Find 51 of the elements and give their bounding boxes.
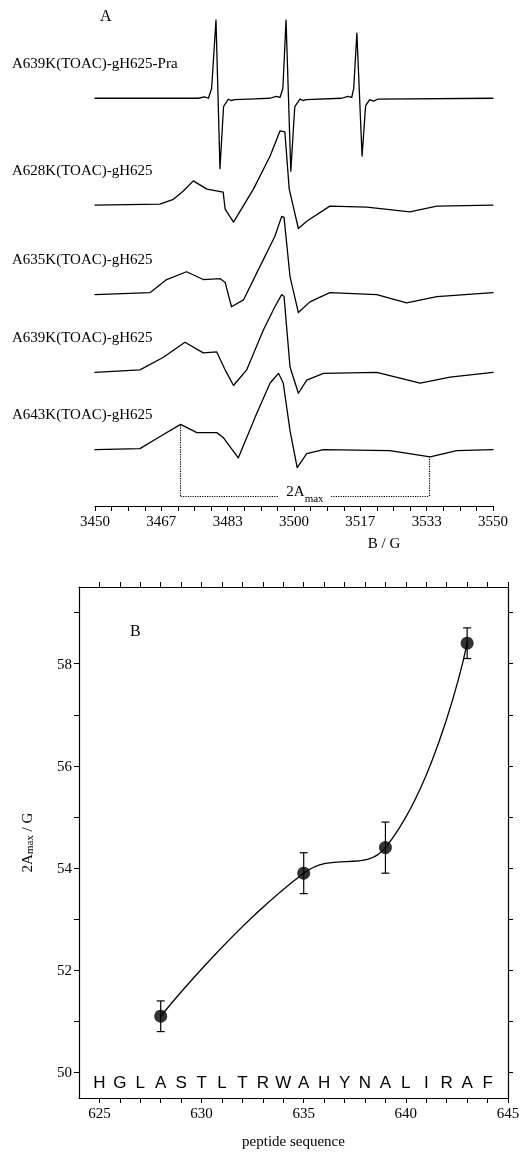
y-tick-label: 56 (57, 757, 73, 774)
y-tick-label: 52 (57, 962, 72, 979)
chart-title: A (100, 6, 112, 24)
annotation: A (155, 1073, 168, 1092)
point (378, 841, 392, 855)
x-tick-label: 3550 (478, 512, 508, 529)
y-tick-label: 54 (57, 860, 73, 877)
x-tick-label: 645 (496, 1104, 520, 1121)
annotation: Y (338, 1073, 351, 1092)
annotation: T (196, 1073, 207, 1092)
x-axis-title: peptide sequence (242, 1132, 346, 1149)
annotation: N (358, 1073, 372, 1092)
x-tick-label: 3483 (212, 512, 243, 529)
point (154, 1009, 168, 1023)
annotation: L (217, 1073, 227, 1092)
annotation: H (318, 1073, 331, 1092)
x-tick-label: 3450 (80, 512, 110, 529)
annotation: 2A$_{max}$ (286, 483, 325, 504)
series-label: A639K(TOAC)-gH625-Pra (12, 54, 178, 72)
series-label: A635K(TOAC)-gH625 (12, 251, 153, 269)
x-axis-title: B / G (367, 534, 401, 551)
annotation: A (298, 1073, 311, 1092)
x-tick-label: 625 (88, 1104, 111, 1121)
annotation: A (461, 1073, 474, 1092)
annotation: F (482, 1073, 493, 1092)
series-label: A639K(TOAC)-gH625 (12, 328, 153, 346)
series-label: A643K(TOAC)-gH625 (12, 406, 153, 424)
text: B (130, 621, 141, 639)
annotation: R (256, 1073, 269, 1092)
x-tick-label: 3467 (146, 512, 177, 529)
x-tick-label: 635 (292, 1104, 315, 1121)
annotation: R (440, 1073, 453, 1092)
x-tick-label: 640 (394, 1104, 418, 1121)
annotation: G (113, 1073, 127, 1092)
series-label: A628K(TOAC)-gH625 (12, 161, 153, 179)
point (297, 866, 311, 880)
annotation: S (175, 1073, 187, 1092)
annotation: A (379, 1073, 392, 1092)
x-tick-label: 3533 (411, 512, 442, 529)
point (460, 636, 474, 650)
x-tick-label: 3500 (279, 512, 309, 529)
annotation: L (401, 1073, 411, 1092)
x-tick-label: 3517 (345, 512, 376, 529)
annotation: I (423, 1073, 429, 1092)
y-tick-label: 58 (57, 655, 72, 672)
y-tick-label: 50 (57, 1064, 72, 1081)
annotation: L (135, 1073, 146, 1092)
annotation: W (275, 1073, 292, 1092)
annotation: T (237, 1073, 248, 1092)
x-tick-label: 630 (190, 1104, 213, 1121)
annotation: H (93, 1073, 106, 1092)
